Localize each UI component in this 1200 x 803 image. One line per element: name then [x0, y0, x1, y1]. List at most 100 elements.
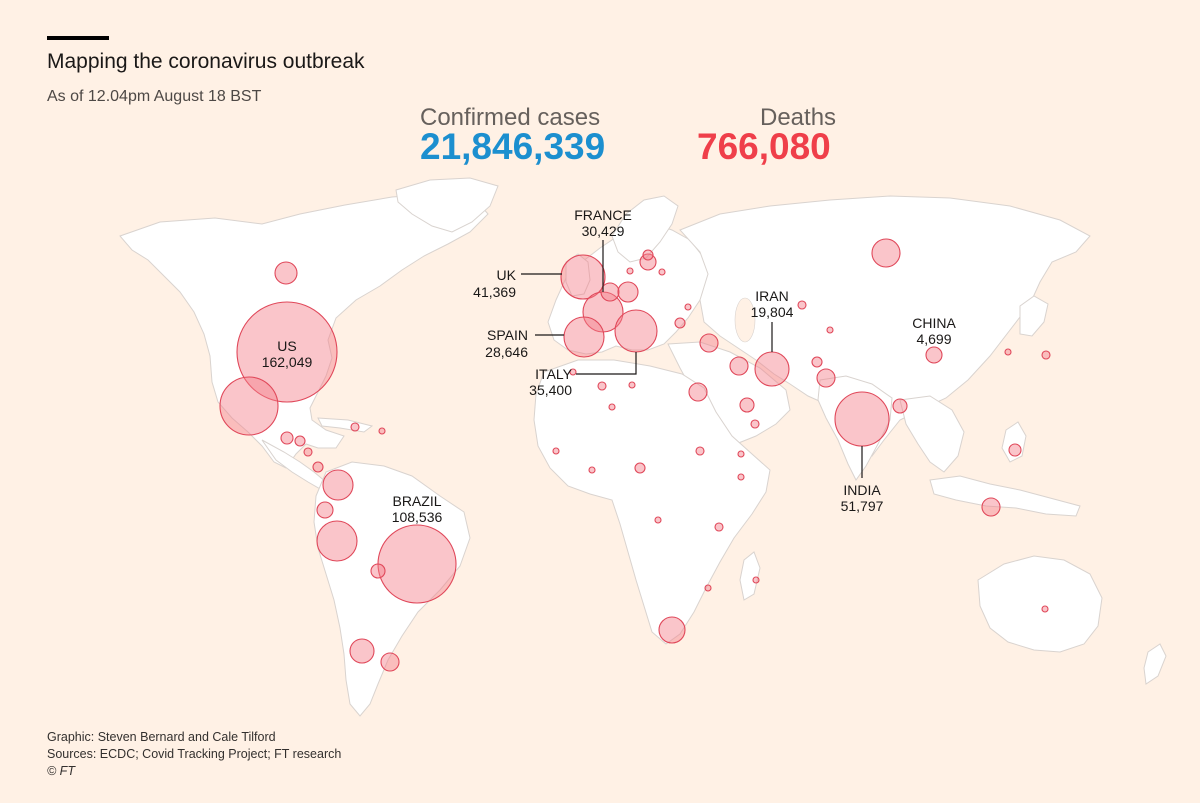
land-australia	[977, 555, 1103, 653]
label-india-name: INDIA	[843, 482, 881, 498]
bubble-layer	[219, 238, 1051, 672]
bubble-somalia	[737, 473, 745, 481]
bubble-spain	[563, 316, 605, 358]
bubble-australia	[1041, 605, 1049, 613]
bubble-chile	[349, 638, 375, 664]
chart-subtitle: As of 12.04pm August 18 BST	[47, 88, 262, 105]
label-china-value: 4,699	[916, 331, 951, 347]
bubble-indonesia	[981, 497, 1001, 517]
bubble-ecuador	[316, 501, 334, 519]
bubble-morocco	[597, 381, 607, 391]
land-philippines	[1001, 421, 1027, 463]
bubble-germany	[617, 281, 639, 303]
bubble-norway	[642, 249, 654, 261]
bubble-nigeria	[634, 462, 646, 474]
bubble-algeria	[628, 381, 636, 389]
land-south-america	[313, 461, 471, 717]
bubble-yemen	[750, 419, 760, 429]
bubble-india	[834, 391, 890, 447]
label-uk-value: 41,369	[473, 284, 516, 300]
bubble-iraq	[729, 356, 749, 376]
bubble-panama	[312, 461, 324, 473]
label-brazil-name: BRAZIL	[392, 493, 441, 509]
bubble-mexico	[219, 376, 279, 436]
copyright-note: © FT	[47, 764, 75, 778]
bubble-ukraine	[684, 303, 692, 311]
bubble-bangladesh	[892, 398, 908, 414]
bubble-cuba	[350, 422, 360, 432]
bubble-turkey	[699, 333, 719, 353]
confirmed-cases-value: 21,846,339	[420, 126, 606, 167]
bubble-denmark	[626, 267, 634, 275]
bubble-nicaragua	[303, 447, 313, 457]
land-southeast-asia	[899, 395, 965, 473]
bubble-argentina	[380, 652, 400, 672]
bubble-poland	[658, 268, 666, 276]
bubble-kenya	[714, 522, 724, 532]
bubble-philippines	[1008, 443, 1022, 457]
sources-note: Sources: ECDC; Covid Tracking Project; F…	[47, 747, 342, 761]
bubble-canada	[274, 261, 298, 285]
bubble-afghanistan	[811, 356, 823, 368]
bubble-china	[925, 346, 943, 364]
bubble-romania	[674, 317, 686, 329]
bubble-brazil	[377, 524, 457, 604]
bubble-south-korea	[1004, 348, 1012, 356]
label-india-value: 51,797	[841, 498, 884, 514]
bubble-sudan	[695, 446, 705, 456]
bubble-guatemala	[280, 431, 294, 445]
confirmed-cases-label: Confirmed cases	[420, 104, 601, 131]
label-uk-name: UK	[497, 267, 517, 283]
bubble-south-africa	[658, 616, 686, 644]
caspian-sea	[734, 297, 756, 343]
label-iran-value: 19,804	[751, 304, 794, 320]
bubble-uk	[560, 254, 606, 300]
label-france-value: 30,429	[582, 223, 625, 239]
land-japan	[1019, 295, 1049, 337]
bubble-portugal	[569, 368, 577, 376]
leader-lines	[521, 240, 863, 478]
label-france-name: FRANCE	[574, 207, 632, 223]
bubble-japan	[1041, 350, 1051, 360]
label-italy-name: ITALY	[535, 366, 572, 382]
top-rule	[47, 36, 109, 40]
bubble-italy	[614, 309, 658, 353]
bubble-iran	[754, 351, 790, 387]
label-china-name: CHINA	[912, 315, 956, 331]
land-new-zealand	[1143, 643, 1167, 685]
bubble-drc	[654, 516, 662, 524]
land-scandinavia	[611, 195, 679, 263]
bubble-pakistan	[816, 368, 836, 388]
bubble-russia	[871, 238, 901, 268]
label-spain-name: SPAIN	[487, 327, 528, 343]
bubble-mali	[608, 403, 616, 411]
bubble-peru	[316, 520, 358, 562]
bubble-madagascar	[752, 576, 760, 584]
bubble-colombia	[322, 469, 354, 501]
bubble-zimbabwe	[704, 584, 712, 592]
bubble-uzbekistan	[826, 326, 834, 334]
label-brazil-value: 108,536	[392, 509, 443, 525]
land-africa	[533, 359, 771, 645]
bubble-us	[236, 301, 338, 403]
land-madagascar	[739, 551, 761, 601]
graphic-credit: Graphic: Steven Bernard and Cale Tilford	[47, 730, 276, 744]
bubble-egypt	[688, 382, 708, 402]
label-us-value: 162,049	[262, 354, 313, 370]
deaths-value: 766,080	[697, 126, 831, 167]
land-layer	[119, 177, 1167, 717]
deaths-label: Deaths	[760, 104, 837, 131]
leader-italy	[576, 352, 637, 375]
bubble-dominican-republic	[378, 427, 386, 435]
country-labels: US 162,049 BRAZIL 108,536 UK 41,369 FRAN…	[262, 207, 957, 525]
label-iran-name: IRAN	[755, 288, 788, 304]
bubble-ghana	[588, 466, 596, 474]
label-spain-value: 28,646	[485, 344, 528, 360]
chart-title: Mapping the coronavirus outbreak	[47, 50, 365, 73]
label-italy-value: 35,400	[529, 382, 572, 398]
label-us-name: US	[277, 338, 296, 354]
bubble-senegal	[552, 447, 560, 455]
bubble-bolivia	[370, 563, 386, 579]
bubble-honduras	[294, 435, 306, 447]
